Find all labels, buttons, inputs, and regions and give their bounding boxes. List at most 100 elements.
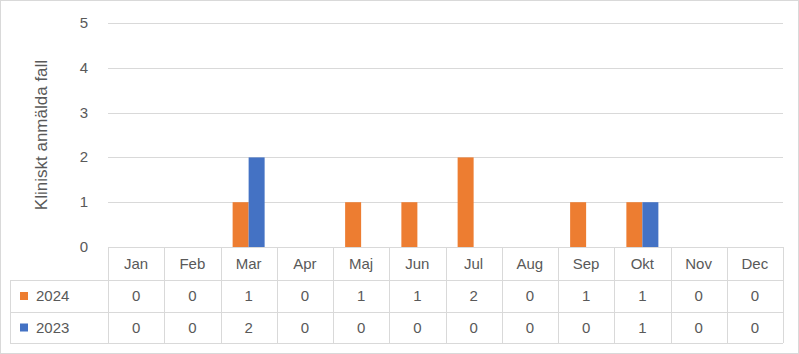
grid-line (108, 202, 783, 203)
bar (699, 247, 715, 248)
bar (474, 247, 490, 248)
table-line (671, 247, 672, 343)
x-tick-label: Aug (517, 255, 544, 272)
table-value: 2 (469, 287, 477, 304)
chart-border (1, 1, 799, 354)
table-value: 0 (694, 287, 702, 304)
table-value: 0 (469, 319, 477, 336)
table-value: 0 (694, 319, 702, 336)
table-value: 1 (357, 287, 365, 304)
chart-svg: 0 1 2 3 4 5 Kliniskt anmälda fall Jan Feb Mar Apr M… (0, 0, 799, 354)
table-value: 0 (188, 287, 196, 304)
table-value: 1 (413, 287, 421, 304)
table-value: 0 (132, 319, 140, 336)
table-value: 0 (413, 319, 421, 336)
table-line (164, 247, 165, 343)
table-value: 1 (638, 319, 646, 336)
bar (136, 247, 152, 248)
x-tick-label: Jan (124, 255, 148, 272)
x-tick-label: Feb (179, 255, 205, 272)
bar (755, 247, 771, 248)
table-value: 0 (526, 287, 534, 304)
table-value: 0 (751, 287, 759, 304)
x-tick-label: Dec (742, 255, 769, 272)
bar (176, 247, 192, 248)
table-value: 0 (751, 319, 759, 336)
table-value: 2 (244, 319, 252, 336)
table-value: 1 (582, 287, 590, 304)
bar (570, 202, 586, 247)
x-tick-label: Apr (293, 255, 316, 272)
x-axis-line (108, 247, 783, 248)
table-line (333, 247, 334, 343)
table-line (277, 247, 278, 343)
bar (642, 202, 658, 247)
table-value: 0 (301, 287, 309, 304)
bar (345, 202, 361, 247)
bar (289, 247, 305, 248)
table-line (108, 247, 109, 343)
y-tick-label: 1 (80, 193, 88, 210)
table-line (10, 312, 783, 313)
y-tick-label: 2 (80, 148, 88, 165)
y-axis: 0 1 2 3 4 5 (80, 14, 783, 255)
x-tick-label: Nov (685, 255, 712, 272)
x-tick-label: Okt (631, 255, 655, 272)
bar (305, 247, 321, 248)
legend-key (20, 324, 28, 332)
x-tick-label: Maj (349, 255, 373, 272)
table-value: 0 (188, 319, 196, 336)
bar (401, 202, 417, 247)
table-value: 0 (582, 319, 590, 336)
table-line (10, 343, 783, 344)
table-line (727, 247, 728, 343)
table-line (783, 247, 784, 343)
table-line (558, 247, 559, 343)
table-value: 0 (526, 319, 534, 336)
bar (417, 247, 433, 248)
bar (120, 247, 136, 248)
table-value: 0 (357, 319, 365, 336)
bar (361, 247, 377, 248)
table-line (389, 247, 390, 343)
grid-line (108, 247, 783, 248)
bar (233, 202, 249, 247)
table-line (10, 280, 783, 281)
y-tick-label: 5 (80, 14, 88, 31)
bars (233, 157, 659, 247)
legend-key (20, 292, 28, 300)
bar (739, 247, 755, 248)
bar (458, 157, 474, 247)
grid-line (108, 113, 783, 114)
y-tick-label: 3 (80, 104, 88, 121)
table-value: 0 (301, 319, 309, 336)
table-value: 0 (132, 287, 140, 304)
bar (514, 247, 530, 248)
grid-line (108, 23, 783, 24)
y-tick-label: 0 (80, 238, 88, 255)
bar (586, 247, 602, 248)
x-tick-label: Sep (573, 255, 600, 272)
chart-container: 0 1 2 3 4 5 Kliniskt anmälda fall Jan Feb Mar Apr M… (0, 0, 799, 354)
grid-line (108, 68, 783, 69)
legend-label: 2024 (36, 287, 69, 304)
table-line (10, 280, 11, 343)
table-line (221, 247, 222, 343)
grid-line (108, 157, 783, 158)
bar (249, 157, 265, 247)
bar (530, 247, 546, 248)
x-tick-label: Jun (405, 255, 429, 272)
bar (626, 202, 642, 247)
table-line (446, 247, 447, 343)
y-tick-label: 4 (80, 59, 88, 76)
data-table: Jan Feb Mar Apr Maj Jun Jul Aug Sep Okt Nov Dec 2024… (10, 247, 784, 344)
x-tick-label: Jul (464, 255, 483, 272)
table-value: 1 (638, 287, 646, 304)
table-value: 1 (244, 287, 252, 304)
bar (683, 247, 699, 248)
y-axis-label: Kliniskt anmälda fall (32, 60, 51, 210)
x-tick-label: Mar (236, 255, 262, 272)
legend-label: 2023 (36, 319, 69, 336)
bar (192, 247, 208, 248)
table-line (502, 247, 503, 343)
